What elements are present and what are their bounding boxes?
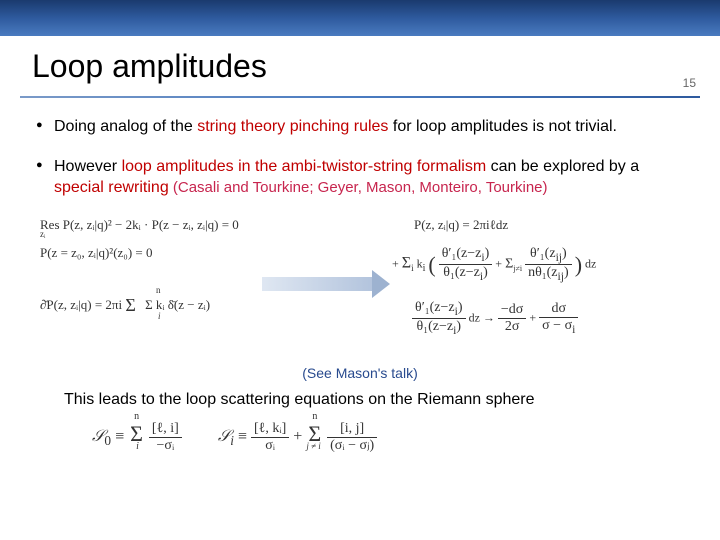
bullet-2-em2: special rewriting	[54, 179, 169, 196]
si-sum-top: n	[312, 411, 317, 422]
sigma-icon: Σ	[125, 295, 135, 315]
si-frac1: [ℓ, kᵢ] σᵢ	[251, 422, 289, 453]
title-underline	[20, 96, 700, 98]
bullet-1-pre: Doing analog of the	[54, 118, 197, 135]
eq-left-3-sum: Σ kᵢ δ̄(z − zᵢ)	[145, 297, 210, 312]
arrow-icon	[262, 277, 372, 291]
bottom-equations: 𝒮0 ≡ Σ n i [ℓ, i] −σᵢ 𝒮i ≡ [ℓ, kᵢ] σᵢ + …	[92, 421, 688, 453]
bullet-2: However loop amplitudes in the ambi-twis…	[36, 156, 688, 199]
header-gradient-bar	[0, 0, 720, 36]
si-frac2: [i, j] (σᵢ − σⱼ)	[327, 422, 377, 453]
eq-left-3: ∂̄P(z, zᵢ|q) = 2πi Σ n i Σ kᵢ δ̄(z − zᵢ)	[40, 293, 210, 314]
si-t1-den: σᵢ	[251, 438, 289, 453]
s0-frac: [ℓ, i] −σᵢ	[149, 422, 182, 453]
bullet-1-em: string theory pinching rules	[197, 118, 388, 135]
slide-title: Loop amplitudes	[32, 48, 267, 85]
bullet-1: Doing analog of the string theory pinchi…	[36, 116, 688, 138]
bullet-2-pre: However	[54, 158, 122, 175]
eq-right-bot: θ′₁(z−zi)θ₁(z−zi) dz → −dσ2σ + dσσ − σi	[412, 301, 578, 337]
eq-left-1: Res P(z, zᵢ|q)² − 2kᵢ · P(z − zᵢ, zᵢ|q) …	[40, 217, 239, 233]
s0-den: −σᵢ	[149, 438, 182, 453]
si-t2-num: [i, j]	[327, 422, 377, 438]
conclusion-text: This leads to the loop scattering equati…	[64, 391, 688, 409]
eq-left-1-text: Res P(z, zᵢ|q)² − 2kᵢ · P(z − zᵢ, zᵢ|q) …	[40, 217, 239, 232]
bullet-2-em1: loop amplitudes in the ambi-twistor-stri…	[122, 158, 487, 175]
eq-right-mid: + Σi ki ( θ′₁(z−zi)θ₁(z−zi) + Σj≠i θ′₁(z…	[392, 247, 596, 283]
eq-left-3-pre: ∂̄P(z, zᵢ|q) = 2πi	[40, 297, 125, 312]
eq-left-1-sub: zᵢ	[40, 229, 45, 239]
see-mason-note: (See Mason's talk)	[32, 365, 688, 381]
title-row: Loop amplitudes 15	[32, 48, 688, 90]
s0-sum-bot: i	[136, 441, 139, 452]
slide-content: Loop amplitudes 15 Doing analog of the s…	[0, 36, 720, 453]
bullet-1-post: for loop amplitudes is not trivial.	[388, 118, 617, 135]
bullet-list: Doing analog of the string theory pinchi…	[32, 116, 688, 199]
si-plus: +	[293, 428, 306, 445]
s0-symbol: 𝒮	[92, 428, 104, 445]
si-symbol: 𝒮	[218, 428, 230, 445]
page-number: 15	[683, 76, 696, 90]
si-t2-den: (σᵢ − σⱼ)	[327, 438, 377, 453]
si-sum-bot: j ≠ i	[306, 441, 320, 451]
formula-area: Res P(z, zᵢ|q)² − 2kᵢ · P(z − zᵢ, zᵢ|q) …	[32, 217, 692, 357]
s0-sum-top: n	[134, 411, 139, 422]
si-t1-num: [ℓ, kᵢ]	[251, 422, 289, 438]
bullet-2-ref: (Casali and Tourkine; Geyer, Mason, Mont…	[169, 179, 548, 196]
eq-left-2: P(z = z₀, zᵢ|q)²(z₀) = 0	[40, 245, 152, 261]
bullet-2-mid: can be explored by a	[486, 158, 639, 175]
s0-num: [ℓ, i]	[149, 422, 182, 438]
eq-right-top: P(z, zᵢ|q) = 2πiℓdz	[414, 217, 508, 233]
